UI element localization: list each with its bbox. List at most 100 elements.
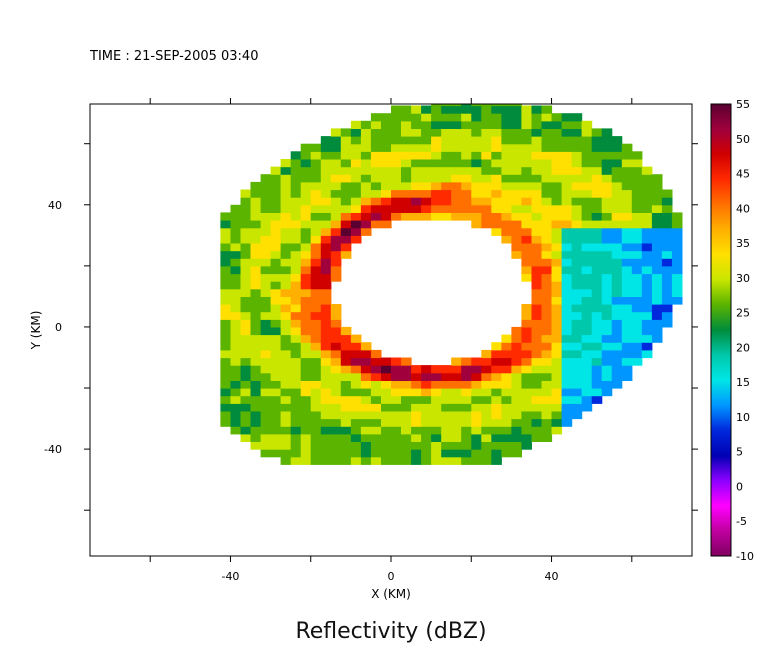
field-cell <box>431 456 442 465</box>
field-cell <box>451 372 462 381</box>
field-cell <box>631 342 643 351</box>
field-cell <box>461 441 472 450</box>
field-cell <box>621 181 633 191</box>
field-cell <box>240 319 252 328</box>
field-cell <box>441 105 452 114</box>
field-cell <box>551 349 563 359</box>
field-cell <box>541 212 553 221</box>
field-cell <box>220 319 231 328</box>
field-cell <box>521 372 532 381</box>
field-cell <box>601 319 613 328</box>
field-cell <box>300 418 312 427</box>
field-cell <box>290 372 302 381</box>
field-cell <box>541 265 553 275</box>
field-cell <box>481 174 492 183</box>
field-cell <box>310 288 322 297</box>
field-cell <box>340 433 352 442</box>
field-cell <box>531 128 543 137</box>
field-cell <box>330 265 342 275</box>
field-cell <box>280 227 292 236</box>
field-cell <box>370 128 382 137</box>
field-cell <box>230 349 242 359</box>
field-cell <box>290 296 302 305</box>
field-cell <box>330 250 342 259</box>
colorbar-tick-label: -10 <box>736 550 754 563</box>
field-cell <box>220 288 231 297</box>
field-cell <box>461 449 472 458</box>
field-cell <box>621 311 633 320</box>
field-cell <box>541 395 553 404</box>
field-cell <box>360 227 372 236</box>
field-cell <box>300 197 312 206</box>
field-cell <box>300 174 312 183</box>
field-cell <box>501 441 512 450</box>
field-cell <box>280 380 292 389</box>
field-cell <box>531 250 543 259</box>
field-cell <box>601 372 613 381</box>
field-cell <box>591 166 603 175</box>
field-cell <box>240 296 252 305</box>
field-cell <box>230 395 242 404</box>
field-cell <box>531 197 543 206</box>
field-cell <box>270 250 282 259</box>
field-cell <box>421 166 432 175</box>
field-cell <box>541 326 553 336</box>
field-cell <box>310 349 322 359</box>
field-cell <box>340 372 352 381</box>
field-cell <box>340 403 352 412</box>
field-cell <box>521 151 532 160</box>
field-cell <box>350 334 362 343</box>
field-cell <box>451 426 462 435</box>
field-cell <box>320 159 332 168</box>
field-cell <box>270 265 282 275</box>
field-cell <box>531 265 543 275</box>
field-cell <box>531 426 543 435</box>
field-cell <box>501 357 512 366</box>
field-cell <box>230 365 242 374</box>
field-cell <box>230 265 242 275</box>
field-cell <box>260 449 272 458</box>
field-cell <box>421 395 432 404</box>
field-cell <box>471 166 482 175</box>
field-cell <box>561 258 573 267</box>
field-cell <box>621 220 633 229</box>
field-cell <box>370 197 382 206</box>
field-cell <box>391 136 402 145</box>
field-cell <box>421 197 432 206</box>
field-cell <box>571 258 583 267</box>
field-cell <box>360 143 372 152</box>
field-cell <box>250 388 262 397</box>
field-cell <box>531 189 543 198</box>
field-cell <box>471 212 482 221</box>
field-cell <box>591 250 603 259</box>
field-cell <box>310 326 322 336</box>
field-cell <box>421 136 432 145</box>
field-cell <box>471 365 482 374</box>
field-cell <box>260 243 272 252</box>
field-cell <box>531 288 543 297</box>
field-cell <box>260 273 272 282</box>
field-cell <box>521 380 532 389</box>
field-cell <box>461 372 472 381</box>
field-cell <box>671 288 683 297</box>
y-tick-label: 0 <box>55 321 62 334</box>
field-cell <box>601 189 613 198</box>
field-cell <box>581 166 593 175</box>
field-cell <box>651 296 663 305</box>
field-cell <box>360 456 372 465</box>
field-cell <box>230 372 242 381</box>
field-cell <box>531 319 543 328</box>
field-cell <box>621 357 633 366</box>
field-cell <box>561 372 573 381</box>
field-cell <box>370 433 382 442</box>
field-cell <box>541 281 553 290</box>
field-cell <box>621 319 633 328</box>
field-cell <box>661 319 673 328</box>
colorbar-tick-label: -5 <box>736 515 747 528</box>
field-cell <box>491 220 502 229</box>
field-cell <box>601 174 613 183</box>
field-cell <box>270 174 282 183</box>
field-cell <box>250 258 262 267</box>
field-cell <box>631 166 643 175</box>
field-cell <box>541 143 553 152</box>
